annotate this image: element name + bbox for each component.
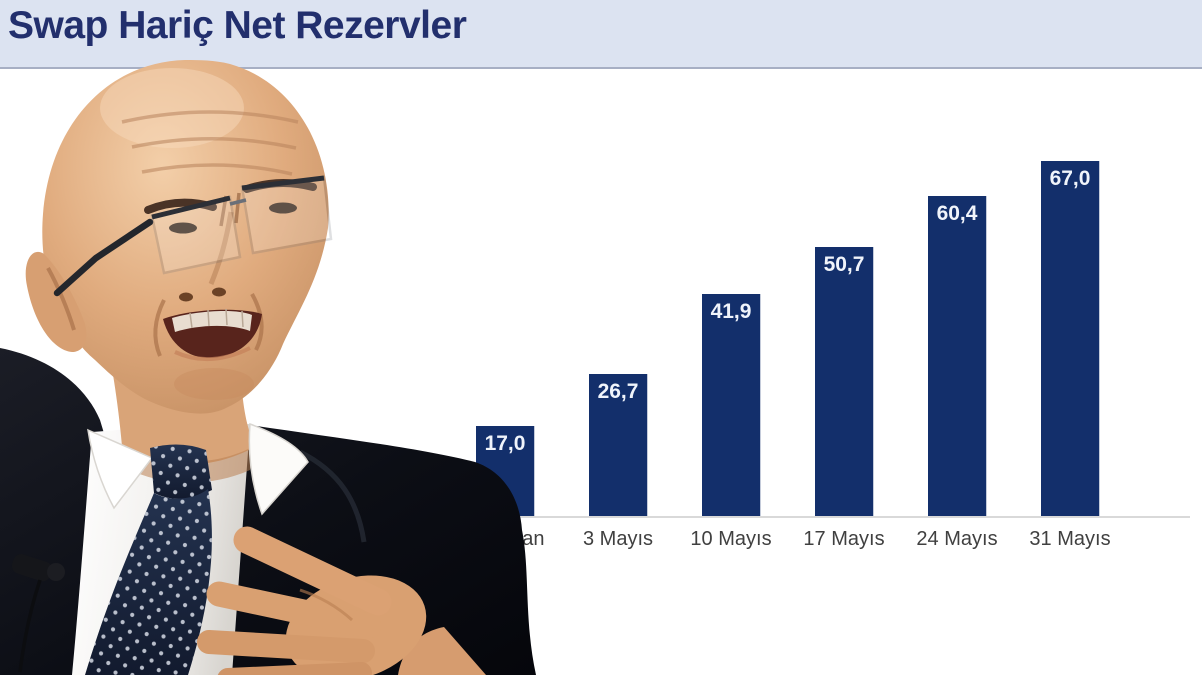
bar-value-label: 67,0	[1049, 167, 1091, 190]
bar-value-label: 60,4	[936, 202, 978, 225]
x-axis-label: 24 Mayıs	[916, 528, 998, 550]
bar: 17,0	[476, 426, 534, 516]
bar-value-label: 26,7	[597, 380, 639, 403]
page-title: Swap Hariç Net Rezervler	[8, 4, 467, 47]
bar: 50,7	[815, 247, 873, 516]
bar: 41,9	[702, 294, 760, 516]
x-axis-label: 26 Nisan	[465, 528, 545, 550]
bar-value-label: 50,7	[823, 253, 865, 276]
x-axis-label: 31 Mayıs	[1029, 528, 1111, 550]
x-axis-label: 3 Mayıs	[582, 528, 654, 550]
bar: 60,4	[928, 196, 986, 516]
bar: 67,0	[1041, 161, 1099, 516]
header-band: Swap Hariç Net Rezervler	[0, 0, 1202, 69]
bar-value-label: 41,9	[710, 300, 752, 323]
bar-chart: 17,0 26 Nisan 26,7 3 Mayıs 41,9 10 Mayıs 50,7 1…	[0, 71, 1202, 675]
x-axis-line	[452, 516, 1190, 518]
x-axis-label: 17 Mayıs	[803, 528, 885, 550]
bar-value-label: 17,0	[484, 432, 526, 455]
bar: 26,7	[589, 374, 647, 516]
x-axis-label: 10 Mayıs	[690, 528, 772, 550]
